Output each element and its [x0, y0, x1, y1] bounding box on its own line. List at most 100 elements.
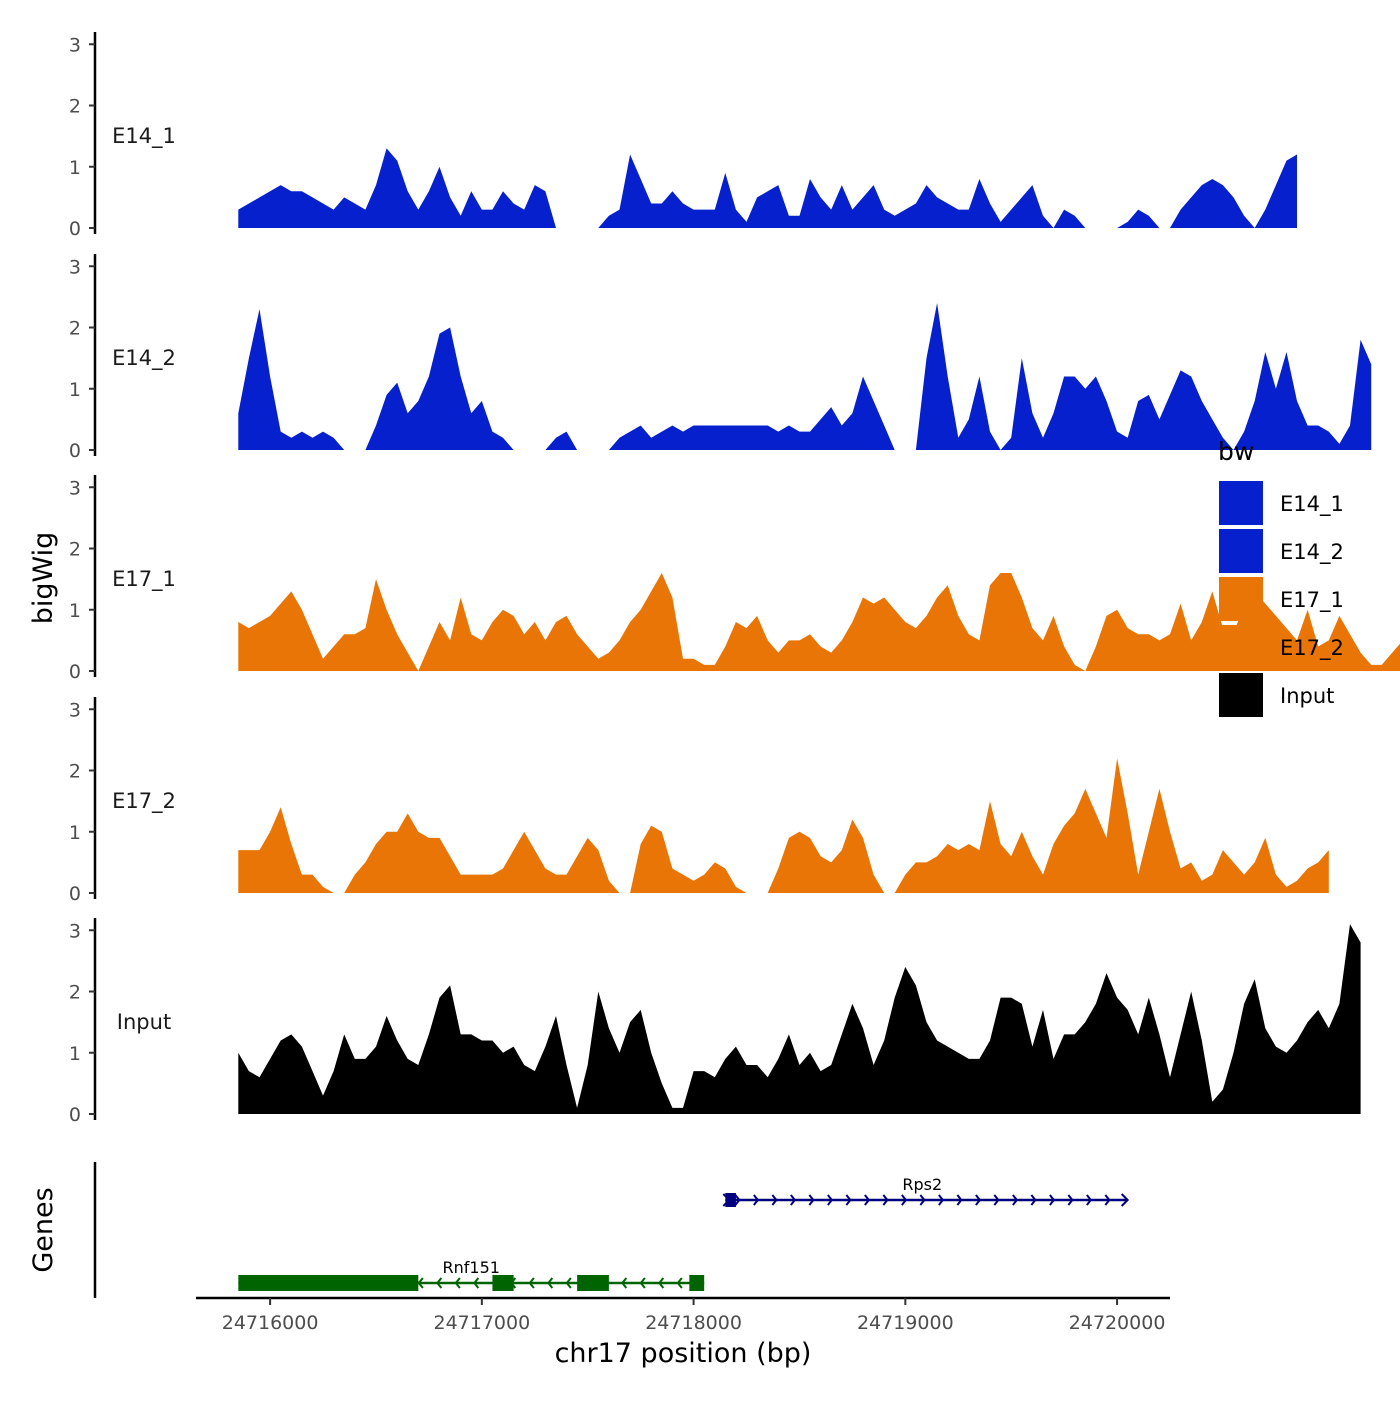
coverage-area [1053, 209, 1086, 228]
coverage-area [238, 309, 345, 450]
strand-arrow [639, 1277, 646, 1289]
strand-arrow [919, 1194, 926, 1206]
track-label: E14_1 [112, 124, 176, 149]
strand-arrow [845, 1194, 852, 1206]
y-tick-label: 3 [69, 34, 81, 56]
strand-arrow [1049, 1194, 1056, 1206]
y-tick-label: 3 [69, 920, 81, 942]
exon [689, 1275, 705, 1291]
exon [238, 1275, 419, 1291]
strand-arrow [1086, 1194, 1093, 1206]
track-e14-2: 0 1 2 3 E14_2 [69, 254, 1372, 462]
gene-rnf151: Rnf151 [238, 1258, 705, 1291]
strand-arrow [454, 1277, 461, 1289]
genes-panel: Rps2 Rnf151 [93, 1162, 1130, 1298]
coverage-area [630, 825, 747, 893]
coverage-area [365, 327, 514, 450]
y-tick-label: 1 [69, 600, 81, 622]
x-axis-title: chr17 position (bp) [555, 1338, 812, 1369]
legend-label: E17_2 [1280, 636, 1344, 661]
coverage-area [418, 573, 1086, 671]
y-tick-label: 2 [69, 318, 81, 340]
strand-arrow [771, 1194, 778, 1206]
strand-arrow [1120, 1193, 1130, 1207]
coverage-area [545, 431, 578, 450]
exon [492, 1275, 514, 1291]
strand-arrow [864, 1194, 871, 1206]
y-tick-label: 2 [69, 539, 81, 561]
legend-label: Input [1280, 684, 1334, 708]
strand-arrow [565, 1277, 572, 1289]
legend-key [1219, 673, 1263, 717]
legend: bw E14_1 E14_2 E17_1 E17_2 Input [1218, 437, 1344, 717]
y-tick-label: 0 [69, 218, 81, 240]
legend-key [1219, 625, 1263, 669]
coverage-area [238, 924, 1361, 1114]
track-label: Input [117, 1010, 171, 1034]
exon [577, 1275, 609, 1291]
strand-arrow [436, 1277, 443, 1289]
strand-arrow [658, 1277, 665, 1289]
y-tick-label: 1 [69, 1043, 81, 1065]
strand-arrow [956, 1194, 963, 1206]
coverage-area [1170, 179, 1255, 228]
strand-arrow [1104, 1194, 1111, 1206]
coverage-area [238, 579, 419, 671]
legend-label: E17_1 [1280, 588, 1344, 613]
coverage-area [608, 376, 895, 450]
x-tick-label: 24719000 [857, 1312, 954, 1334]
legend-title: bw [1218, 437, 1254, 466]
y-tick-label: 0 [69, 661, 81, 683]
strand-arrow [473, 1277, 480, 1289]
strand-arrow [676, 1277, 683, 1289]
coverage-area [344, 813, 620, 893]
strand-arrow [975, 1194, 982, 1206]
x-tick-label: 24718000 [645, 1312, 742, 1334]
strand-arrow [547, 1277, 554, 1289]
genes-axis-title: Genes [28, 1187, 59, 1272]
legend-label: E14_2 [1280, 540, 1344, 565]
gene-label: Rnf151 [443, 1258, 500, 1277]
x-tick-label: 24716000 [222, 1312, 319, 1334]
coverage-area [238, 807, 334, 893]
strand-arrow [1012, 1194, 1019, 1206]
coverage-area [915, 303, 1001, 450]
track-label: E17_2 [112, 789, 176, 814]
track-e17-2: 0 1 2 3 E17_2 [69, 697, 1329, 905]
track-label: E17_1 [112, 567, 176, 592]
y-tick-label: 1 [69, 822, 81, 844]
y-tick-label: 1 [69, 157, 81, 179]
coverage-area [238, 148, 557, 228]
track-label: E14_2 [112, 346, 176, 371]
strand-arrow [734, 1194, 741, 1206]
y-tick-label: 2 [69, 761, 81, 783]
legend-key [1219, 577, 1263, 621]
strand-arrow [827, 1194, 834, 1206]
gene-label: Rps2 [902, 1175, 942, 1194]
legend-key [1219, 529, 1263, 573]
coverage-area [598, 154, 1054, 228]
legend-key [1219, 481, 1263, 525]
x-axis: 24716000 24717000 24718000 24719000 24720000 [196, 1296, 1170, 1334]
coverage-area [1233, 339, 1372, 450]
coverage-area [1254, 154, 1297, 228]
strand-arrow [528, 1277, 535, 1289]
strand-arrow [790, 1194, 797, 1206]
y-tick-label: 1 [69, 379, 81, 401]
coverage-area [767, 819, 885, 893]
track-input: 0 1 2 3 Input [69, 918, 1361, 1126]
coverage-area [894, 758, 1329, 893]
coverage-area [1117, 209, 1160, 228]
gene-rps2: Rps2 [722, 1175, 1130, 1207]
y-tick-label: 3 [69, 256, 81, 278]
y-tick-label: 0 [69, 883, 81, 905]
y-tick-label: 3 [69, 699, 81, 721]
track-e17-1: 0 1 2 3 E17_1 [69, 475, 1400, 683]
coverage-area [1000, 358, 1234, 450]
strand-arrow [417, 1277, 424, 1289]
y-tick-label: 0 [69, 1104, 81, 1126]
y-axis-title: bigWig [28, 532, 59, 625]
x-tick-label: 24717000 [433, 1312, 530, 1334]
